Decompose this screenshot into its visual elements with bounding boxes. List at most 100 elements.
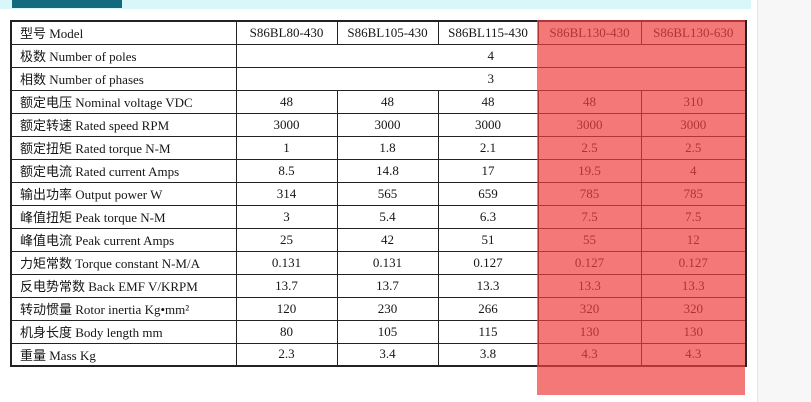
column-header-s86bl115-430: S86BL115-430 [437,20,539,45]
value-cell: 12 [640,227,747,252]
row-label: 额定转速 Rated speed RPM [10,112,237,137]
value-cell: 3 [235,204,338,229]
row-label: 机身长度 Body length mm [10,319,237,344]
row-label: 额定电流 Rated current Amps [10,158,237,183]
value-cell: 230 [336,296,439,321]
value-cell: 3000 [437,112,539,137]
table-row-body-length: 机身长度 Body length mm 80 105 115 130 130 [10,319,747,344]
page-right-gutter [757,0,811,402]
value-cell: 266 [437,296,539,321]
value-cell: 48 [537,89,642,114]
table-row-torque-constant: 力矩常数 Torque constant N-M/A 0.131 0.131 0… [10,250,747,275]
value-cell: 1 [235,135,338,160]
value-cell: 7.5 [640,204,747,229]
value-cell: 1.8 [336,135,439,160]
value-cell: 130 [537,319,642,344]
value-cell: 48 [437,89,539,114]
merged-value-cell: 3 [235,66,747,91]
column-header-s86bl130-630: S86BL130-630 [640,20,747,45]
value-cell: 7.5 [537,204,642,229]
value-cell: 48 [235,89,338,114]
value-cell: 13.3 [537,273,642,298]
teal-accent-bar [12,0,122,8]
table-row-peak-torque: 峰值扭矩 Peak torque N-M 3 5.4 6.3 7.5 7.5 [10,204,747,229]
column-header-s86bl80-430: S86BL80-430 [235,20,338,45]
merged-value-cell: 4 [235,43,747,68]
value-cell: 13.7 [336,273,439,298]
table-row-nominal-voltage: 额定电压 Nominal voltage VDC 48 48 48 48 310 [10,89,747,114]
value-cell: 105 [336,319,439,344]
table-row-mass: 重量 Mass Kg 2.3 3.4 3.8 4.3 4.3 [10,342,747,367]
value-cell: 130 [640,319,747,344]
value-cell: 2.3 [235,342,338,367]
top-cyan-strip [0,0,751,9]
row-label: 重量 Mass Kg [10,342,237,367]
value-cell: 5.4 [336,204,439,229]
value-cell: 565 [336,181,439,206]
motor-spec-table: 型号 Model S86BL80-430 S86BL105-430 S86BL1… [10,20,747,367]
value-cell: 3000 [235,112,338,137]
row-label: 峰值扭矩 Peak torque N-M [10,204,237,229]
column-header-s86bl105-430: S86BL105-430 [336,20,439,45]
value-cell: 6.3 [437,204,539,229]
table-row-rated-speed: 额定转速 Rated speed RPM 3000 3000 3000 3000… [10,112,747,137]
value-cell: 13.3 [640,273,747,298]
value-cell: 3000 [537,112,642,137]
value-cell: 2.5 [640,135,747,160]
row-label: 额定电压 Nominal voltage VDC [10,89,237,114]
value-cell: 80 [235,319,338,344]
row-label: 峰值电流 Peak current Amps [10,227,237,252]
value-cell: 3.8 [437,342,539,367]
table-row-poles: 极数 Number of poles 4 [10,43,747,68]
value-cell: 320 [537,296,642,321]
table-row-back-emf: 反电势常数 Back EMF V/KRPM 13.7 13.7 13.3 13.… [10,273,747,298]
value-cell: 42 [336,227,439,252]
value-cell: 0.131 [235,250,338,275]
table-row-rated-torque: 额定扭矩 Rated torque N-M 1 1.8 2.1 2.5 2.5 [10,135,747,160]
value-cell: 310 [640,89,747,114]
table-header-row: 型号 Model S86BL80-430 S86BL105-430 S86BL1… [10,20,747,45]
value-cell: 3.4 [336,342,439,367]
value-cell: 3000 [640,112,747,137]
value-cell: 2.1 [437,135,539,160]
row-label: 力矩常数 Torque constant N-M/A [10,250,237,275]
value-cell: 51 [437,227,539,252]
value-cell: 8.5 [235,158,338,183]
value-cell: 55 [537,227,642,252]
value-cell: 314 [235,181,338,206]
value-cell: 14.8 [336,158,439,183]
value-cell: 320 [640,296,747,321]
row-label: 极数 Number of poles [10,43,237,68]
table-row-output-power: 输出功率 Output power W 314 565 659 785 785 [10,181,747,206]
value-cell: 0.127 [537,250,642,275]
table-row-rotor-inertia: 转动惯量 Rotor inertia Kg•mm² 120 230 266 32… [10,296,747,321]
value-cell: 0.127 [437,250,539,275]
value-cell: 115 [437,319,539,344]
table-row-peak-current: 峰值电流 Peak current Amps 25 42 51 55 12 [10,227,747,252]
value-cell: 0.131 [336,250,439,275]
value-cell: 48 [336,89,439,114]
value-cell: 785 [640,181,747,206]
table-row-rated-current: 额定电流 Rated current Amps 8.5 14.8 17 19.5… [10,158,747,183]
value-cell: 17 [437,158,539,183]
row-label: 反电势常数 Back EMF V/KRPM [10,273,237,298]
row-label: 转动惯量 Rotor inertia Kg•mm² [10,296,237,321]
value-cell: 659 [437,181,539,206]
table-row-phases: 相数 Number of phases 3 [10,66,747,91]
value-cell: 4.3 [640,342,747,367]
value-cell: 19.5 [537,158,642,183]
column-header-s86bl130-430: S86BL130-430 [537,20,642,45]
value-cell: 4 [640,158,747,183]
value-cell: 4.3 [537,342,642,367]
value-cell: 13.7 [235,273,338,298]
value-cell: 13.3 [437,273,539,298]
value-cell: 120 [235,296,338,321]
row-label: 额定扭矩 Rated torque N-M [10,135,237,160]
row-label: 输出功率 Output power W [10,181,237,206]
value-cell: 3000 [336,112,439,137]
model-header-cell: 型号 Model [10,20,237,45]
value-cell: 25 [235,227,338,252]
row-label: 相数 Number of phases [10,66,237,91]
value-cell: 785 [537,181,642,206]
